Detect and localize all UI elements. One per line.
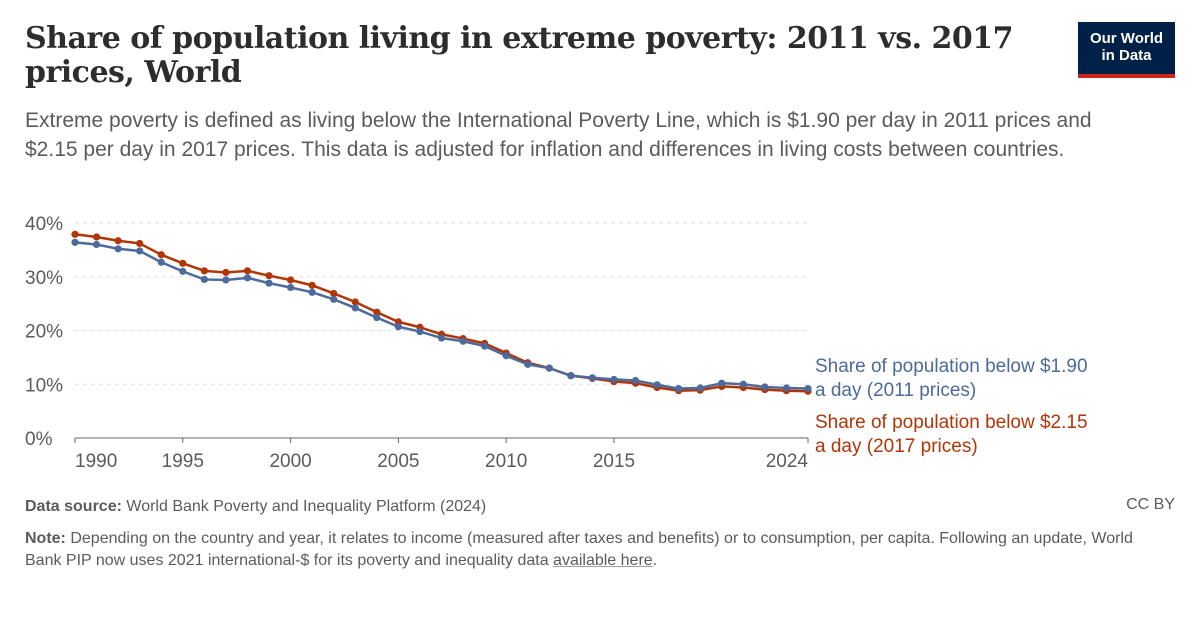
- data-point[interactable]: [157, 251, 165, 259]
- y-tick-label: 30%: [25, 268, 63, 289]
- x-axis: 1990 1995 2000 2005 2010 2015 2024: [74, 437, 809, 472]
- data-point[interactable]: [179, 267, 187, 275]
- data-point[interactable]: [437, 334, 446, 342]
- data-point[interactable]: [481, 342, 489, 350]
- data-point[interactable]: [71, 238, 79, 246]
- data-point[interactable]: [416, 327, 424, 336]
- grid-lines: [75, 222, 808, 385]
- series-0[interactable]: [71, 230, 812, 395]
- data-point[interactable]: [588, 374, 597, 382]
- y-tick-label: 40%: [25, 214, 63, 235]
- series-line: [74, 233, 809, 393]
- note: Note: Depending on the country and year,…: [25, 528, 1145, 572]
- data-point[interactable]: [782, 384, 791, 392]
- data-point[interactable]: [114, 245, 122, 253]
- x-tick-label: 2024: [766, 451, 809, 472]
- label-2011-line1[interactable]: Share of population below $1.90: [815, 356, 1088, 377]
- data-point[interactable]: [200, 275, 208, 284]
- data-point[interactable]: [675, 384, 683, 393]
- label-2011-line2[interactable]: a day (2011 prices): [815, 380, 976, 401]
- series-1[interactable]: [71, 238, 812, 393]
- data-point[interactable]: [200, 267, 208, 275]
- data-point[interactable]: [222, 268, 230, 277]
- x-tick-label: 2005: [377, 451, 419, 472]
- series-group: [71, 230, 812, 395]
- data-point[interactable]: [631, 376, 640, 385]
- data-point[interactable]: [136, 247, 144, 255]
- source-label: Data source:: [25, 498, 122, 515]
- note-label: Note:: [25, 530, 66, 547]
- y-tick-label: 20%: [25, 322, 63, 343]
- data-point[interactable]: [308, 288, 316, 296]
- x-tick-label: 2015: [593, 451, 635, 472]
- data-point[interactable]: [739, 380, 747, 388]
- note-end: .: [652, 552, 658, 569]
- label-2017-line1[interactable]: Share of population below $2.15: [815, 412, 1088, 433]
- data-point[interactable]: [92, 233, 101, 241]
- note-text: Depending on the country and year, it re…: [25, 530, 1133, 569]
- data-point[interactable]: [567, 372, 575, 380]
- data-point[interactable]: [330, 289, 338, 298]
- data-point[interactable]: [71, 230, 79, 238]
- data-point[interactable]: [718, 379, 726, 387]
- data-point[interactable]: [804, 384, 812, 393]
- data-point[interactable]: [459, 337, 467, 345]
- data-point[interactable]: [351, 304, 359, 312]
- y-axis-ticks: 0% 10% 20% 30% 40%: [25, 214, 63, 450]
- data-point[interactable]: [265, 279, 273, 287]
- x-tick-label: 2000: [269, 451, 311, 472]
- x-tick-label: 2010: [485, 451, 527, 472]
- y-tick-label: 10%: [25, 375, 63, 396]
- owid-logo[interactable]: Our World in Data: [1078, 22, 1175, 78]
- data-point[interactable]: [394, 323, 402, 331]
- logo-line-2: in Data: [1101, 47, 1152, 64]
- data-point[interactable]: [243, 274, 252, 282]
- source-text: World Bank Poverty and Inequality Platfo…: [126, 498, 487, 515]
- logo-line-1: Our World: [1089, 30, 1164, 47]
- data-point[interactable]: [653, 381, 661, 389]
- y-tick-label: 0%: [25, 429, 53, 450]
- data-point[interactable]: [286, 276, 295, 284]
- data-point[interactable]: [265, 272, 273, 280]
- chart-title: Share of population living in extreme po…: [25, 21, 1014, 90]
- data-point[interactable]: [286, 283, 295, 292]
- chart-subtitle: Extreme poverty is defined as living bel…: [25, 109, 1092, 161]
- note-link[interactable]: available here: [553, 552, 653, 569]
- label-2017-line2[interactable]: a day (2017 prices): [815, 436, 978, 457]
- data-point[interactable]: [373, 314, 381, 322]
- data-point[interactable]: [373, 308, 381, 316]
- x-tick-label: 1995: [162, 451, 204, 472]
- data-source: Data source: World Bank Poverty and Ineq…: [25, 496, 1175, 518]
- data-point[interactable]: [114, 237, 122, 245]
- data-point[interactable]: [330, 295, 338, 303]
- data-point[interactable]: [222, 276, 230, 284]
- data-point[interactable]: [761, 383, 769, 391]
- license[interactable]: CC BY: [1126, 496, 1175, 513]
- series-labels: Share of population below $1.90 a day (2…: [815, 356, 1088, 457]
- data-point[interactable]: [243, 267, 252, 275]
- data-point[interactable]: [92, 240, 101, 249]
- x-tick-label: 1990: [75, 451, 117, 472]
- data-point[interactable]: [351, 298, 359, 306]
- data-point[interactable]: [157, 258, 165, 266]
- data-point[interactable]: [696, 384, 704, 392]
- data-point[interactable]: [179, 259, 187, 267]
- data-point[interactable]: [545, 364, 553, 372]
- data-point[interactable]: [524, 360, 532, 368]
- data-point[interactable]: [610, 375, 618, 384]
- data-point[interactable]: [308, 281, 316, 289]
- data-point[interactable]: [502, 352, 510, 360]
- data-point[interactable]: [136, 239, 144, 248]
